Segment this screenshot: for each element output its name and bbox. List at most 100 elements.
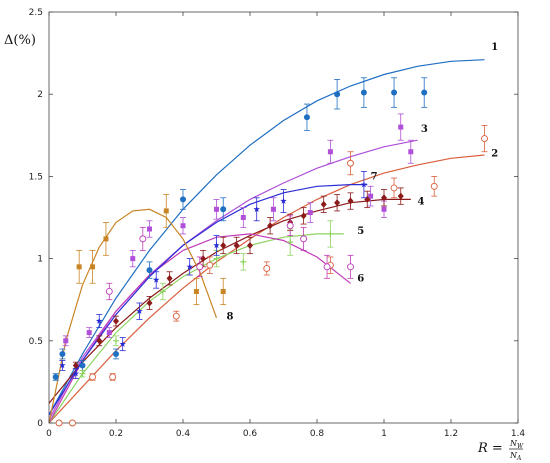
x-axis-label-lhs: R = xyxy=(477,441,503,456)
marker-circle xyxy=(391,89,398,96)
marker-square xyxy=(76,264,82,270)
marker-star xyxy=(72,370,79,377)
data-point-4 xyxy=(220,236,227,255)
marker-square xyxy=(240,215,246,220)
marker-square xyxy=(163,208,169,214)
marker-circle xyxy=(220,206,227,213)
data-point-4 xyxy=(347,192,354,210)
y-tick-label: 1.5 xyxy=(29,172,43,182)
marker-square xyxy=(90,264,96,270)
data-point-3 xyxy=(407,139,414,164)
data-point-3 xyxy=(129,249,136,268)
marker-circle-open xyxy=(109,373,117,381)
data-point-5 xyxy=(113,335,119,347)
data-point-4 xyxy=(397,187,404,205)
data-point-8 xyxy=(102,222,109,256)
data-point-5 xyxy=(240,253,247,271)
marker-square xyxy=(86,330,92,336)
marker-circle xyxy=(360,89,367,96)
marker-star xyxy=(253,205,260,212)
marker-circle xyxy=(146,267,153,274)
marker-star xyxy=(136,307,143,314)
data-point-1 xyxy=(334,79,341,110)
data-point-4 xyxy=(233,236,240,255)
marker-diamond xyxy=(220,241,227,249)
data-point-7 xyxy=(59,360,66,371)
plot-frame xyxy=(48,11,519,424)
marker-circle-open xyxy=(55,419,63,427)
data-point-1 xyxy=(360,77,367,108)
data-point-2 xyxy=(347,151,354,176)
data-point-4 xyxy=(300,207,307,225)
fit-curve-7 xyxy=(48,184,368,416)
plot-border xyxy=(48,11,519,424)
axis-ticks: 0 0.2 0.4 0.6 0.8 1 1.2 1.4 0 0.5 1 1.5 2 2.5 xyxy=(29,8,526,439)
data-point-3 xyxy=(213,199,220,220)
data-point-4 xyxy=(146,296,153,310)
data-point-6 xyxy=(300,226,308,251)
fit-curve-8 xyxy=(48,208,218,424)
fit-curve-2 xyxy=(48,154,485,424)
marker-star xyxy=(360,181,368,188)
data-point-3 xyxy=(270,197,277,222)
data-point-3 xyxy=(180,217,186,235)
data-point-7 xyxy=(96,314,103,329)
marker-star xyxy=(280,197,287,204)
marker-diamond xyxy=(113,317,119,325)
data-point-4 xyxy=(381,189,387,207)
data-point-1 xyxy=(113,348,119,360)
marker-diamond xyxy=(72,361,79,369)
x-tick-label: 0.2 xyxy=(109,429,123,439)
data-point-3 xyxy=(86,327,93,338)
marker-plus xyxy=(213,255,220,262)
data-point-1 xyxy=(52,373,59,381)
data-point-3 xyxy=(307,202,314,223)
marker-circle-open xyxy=(172,312,180,320)
x-axis-label: R = NW NA xyxy=(477,439,524,462)
marker-diamond xyxy=(247,241,253,249)
data-point-3 xyxy=(62,335,69,347)
data-point-5 xyxy=(327,220,334,248)
data-point-5 xyxy=(79,369,86,378)
marker-star xyxy=(119,340,126,347)
data-point-8 xyxy=(163,194,170,228)
marker-circle-open xyxy=(89,373,97,381)
data-point-2 xyxy=(430,175,438,197)
marker-diamond xyxy=(166,274,173,282)
data-point-4 xyxy=(96,335,103,347)
marker-square xyxy=(106,330,112,336)
data-point-2 xyxy=(68,419,76,427)
marker-plus xyxy=(327,230,334,237)
marker-square xyxy=(103,236,109,242)
marker-circle-open xyxy=(286,222,294,230)
x-axis-label-numerator: NW xyxy=(509,439,524,450)
data-point-1 xyxy=(421,77,428,108)
data-point-4 xyxy=(113,315,119,327)
data-point-4 xyxy=(320,195,327,213)
marker-plus xyxy=(287,239,294,246)
data-point-7 xyxy=(153,271,160,289)
marker-circle xyxy=(79,362,86,369)
marker-plus xyxy=(113,337,119,344)
marker-circle xyxy=(113,350,119,357)
data-point-2 xyxy=(89,373,97,381)
curve-label-4: 4 xyxy=(418,196,425,207)
x-tick-label: 0.6 xyxy=(243,429,258,439)
curve-labels: 1 2 3 4 5 6 7 8 xyxy=(227,42,499,323)
marker-diamond xyxy=(233,241,240,249)
data-point-7 xyxy=(213,235,220,256)
curve-label-5: 5 xyxy=(357,226,364,237)
data-point-1 xyxy=(220,197,227,222)
data-point-3 xyxy=(146,220,153,238)
data-point-1 xyxy=(303,103,310,131)
fit-curve-1 xyxy=(48,59,485,416)
data-point-7 xyxy=(360,171,368,199)
marker-star xyxy=(213,242,220,249)
marker-diamond xyxy=(96,337,103,345)
x-tick-label: 0.8 xyxy=(310,429,325,439)
data-points xyxy=(52,77,488,427)
marker-star xyxy=(153,276,160,283)
data-point-4 xyxy=(334,194,341,212)
marker-square xyxy=(63,338,69,344)
